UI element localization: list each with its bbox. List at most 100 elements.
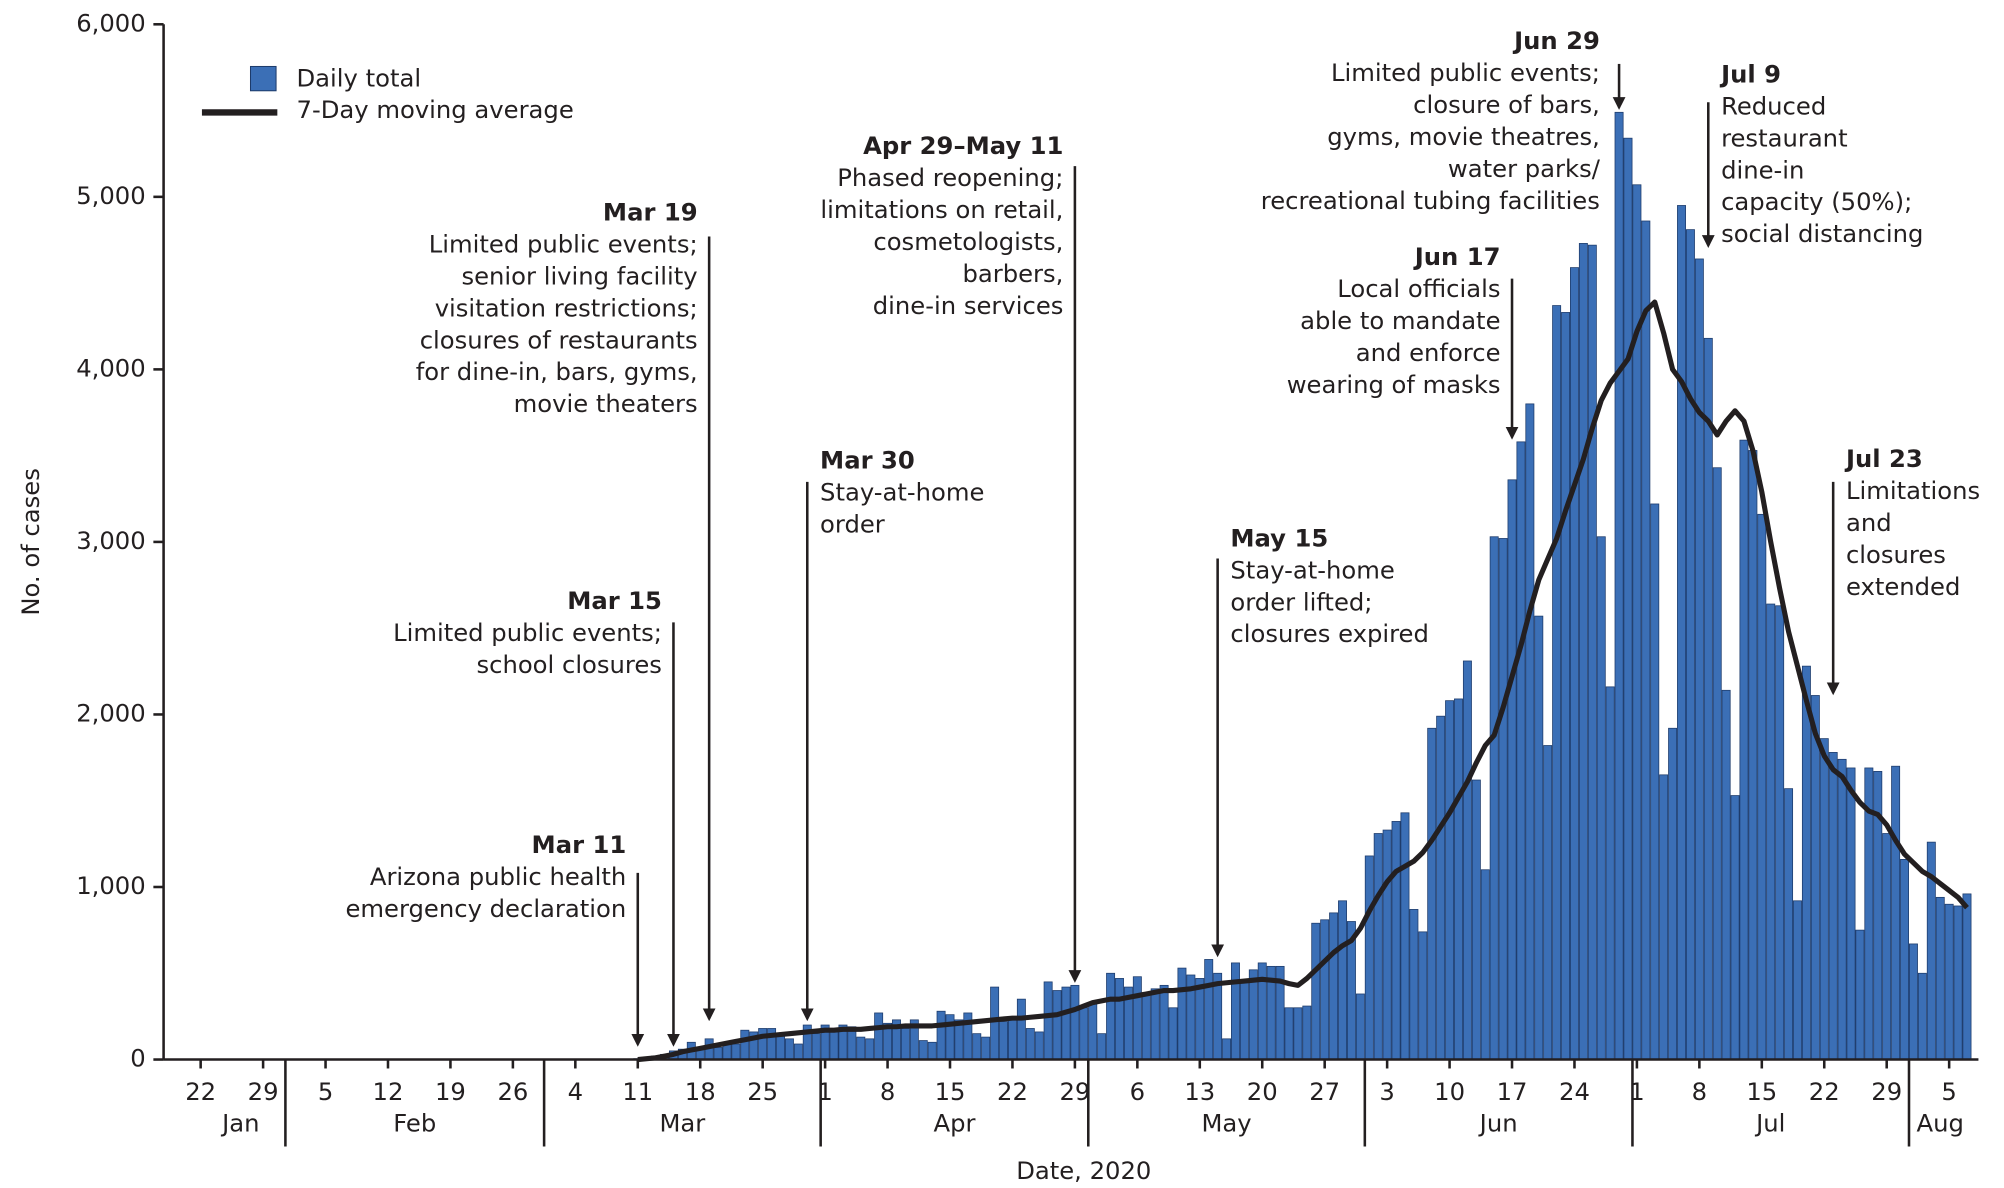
bar [1721, 689, 1731, 1060]
annotation-text: Limited public events; [393, 618, 662, 647]
annotation-text: Reduced [1721, 91, 1826, 120]
annotation-text: limitations on retail, [820, 195, 1063, 224]
x-tick-label: 19 [435, 1077, 466, 1106]
annotation-text: closures expired [1230, 619, 1428, 648]
y-tick-label: 1,000 [76, 871, 145, 900]
bar [1025, 1028, 1035, 1060]
annotation-text: Limited public events; [1331, 58, 1600, 87]
bar [1150, 988, 1160, 1060]
annotation-text: Limited public events; [429, 229, 698, 258]
legend: Daily total 7-Day moving average [201, 63, 574, 124]
annotation-text: dine-in services [873, 291, 1064, 320]
bar [1204, 959, 1214, 1060]
bar [1052, 990, 1062, 1060]
annotation-title: Mar 19 [603, 197, 698, 226]
bar [1828, 752, 1838, 1060]
bar [1480, 869, 1490, 1060]
x-tick-label: 24 [1559, 1077, 1590, 1106]
y-tick-label: 4,000 [76, 353, 145, 382]
bar [1034, 1031, 1044, 1060]
bar [1703, 337, 1713, 1060]
bar [1427, 727, 1437, 1060]
y-tick-label: 2,000 [76, 698, 145, 727]
annotation-text: capacity (50%); [1721, 187, 1912, 216]
bar [1650, 503, 1660, 1060]
x-axis-label: Date, 2020 [1016, 1156, 1151, 1185]
annotation-text: dine-in [1721, 155, 1804, 184]
bar [1239, 979, 1249, 1060]
bar [1445, 700, 1455, 1060]
bar [1561, 312, 1571, 1060]
bar [1222, 1038, 1232, 1060]
bar [1141, 993, 1151, 1060]
bar [1320, 919, 1330, 1060]
x-tick-label: 11 [622, 1077, 653, 1106]
legend-swatch [249, 65, 277, 92]
annotation-title: Mar 11 [532, 830, 627, 859]
annotation-text: social distancing [1721, 219, 1923, 248]
annotation-title: Jul 23 [1844, 444, 1923, 473]
annotation-text: Phased reopening; [837, 163, 1063, 192]
annotation-text: able to mandate [1300, 306, 1500, 335]
bar [1355, 993, 1365, 1060]
bar [1953, 905, 1963, 1060]
x-tick-label: 26 [497, 1077, 528, 1106]
bar [1891, 765, 1901, 1060]
bar [1489, 536, 1499, 1060]
bar [1311, 922, 1321, 1060]
bar [1248, 969, 1258, 1060]
bar [1373, 833, 1383, 1060]
annotation-text: closures [1846, 540, 1946, 569]
y-tick-label: 5,000 [76, 181, 145, 210]
x-tick-label: 15 [935, 1077, 966, 1106]
x-tick-label: 29 [248, 1077, 279, 1106]
x-tick-label: 4 [568, 1077, 583, 1106]
bar [981, 1036, 991, 1060]
bar [1819, 738, 1829, 1060]
bar [1775, 605, 1785, 1060]
x-tick-label: 12 [373, 1077, 404, 1106]
annotation-text: and enforce [1356, 338, 1501, 367]
annotation-text: Limitations [1846, 476, 1980, 505]
bar [713, 1047, 723, 1060]
bar [1917, 972, 1927, 1060]
bar [731, 1043, 741, 1060]
annotation-text: Stay-at-home [1230, 555, 1394, 584]
bar [856, 1036, 866, 1060]
annotation-title: Apr 29–May 11 [863, 131, 1063, 160]
y-tick-label: 3,000 [76, 526, 145, 555]
bar [1668, 727, 1678, 1060]
bar [1605, 686, 1615, 1060]
bar [1498, 538, 1508, 1060]
x-tick-label: 20 [1247, 1077, 1278, 1106]
bar [1016, 998, 1026, 1060]
annotation-text: gyms, movie theatres, [1327, 122, 1600, 151]
bar [1694, 258, 1704, 1060]
bar [1757, 513, 1767, 1060]
bar [1070, 984, 1080, 1060]
annotation-text: emergency declaration [345, 894, 626, 923]
annotation-text: Arizona public health [370, 862, 626, 891]
annotation-text: cosmetologists, [873, 227, 1063, 256]
x-tick-label: 8 [1692, 1077, 1707, 1106]
month-label: Mar [659, 1109, 705, 1138]
x-tick-label: 25 [747, 1077, 778, 1106]
x-tick-label: 8 [880, 1077, 895, 1106]
bar [972, 1033, 982, 1060]
bar [1570, 267, 1579, 1060]
bar [1168, 1007, 1178, 1060]
bar [1846, 767, 1856, 1060]
bar [1730, 795, 1740, 1060]
bar [1115, 978, 1124, 1060]
bar [1043, 981, 1053, 1060]
x-tick-label: 3 [1379, 1077, 1394, 1106]
x-tick-label: 15 [1746, 1077, 1777, 1106]
bar [900, 1028, 910, 1060]
month-label: Jul [1754, 1109, 1785, 1138]
bar [1329, 912, 1339, 1060]
bar [1552, 305, 1562, 1060]
x-tick-label: 17 [1497, 1077, 1528, 1106]
bar [1748, 450, 1758, 1060]
bar [1935, 896, 1945, 1060]
